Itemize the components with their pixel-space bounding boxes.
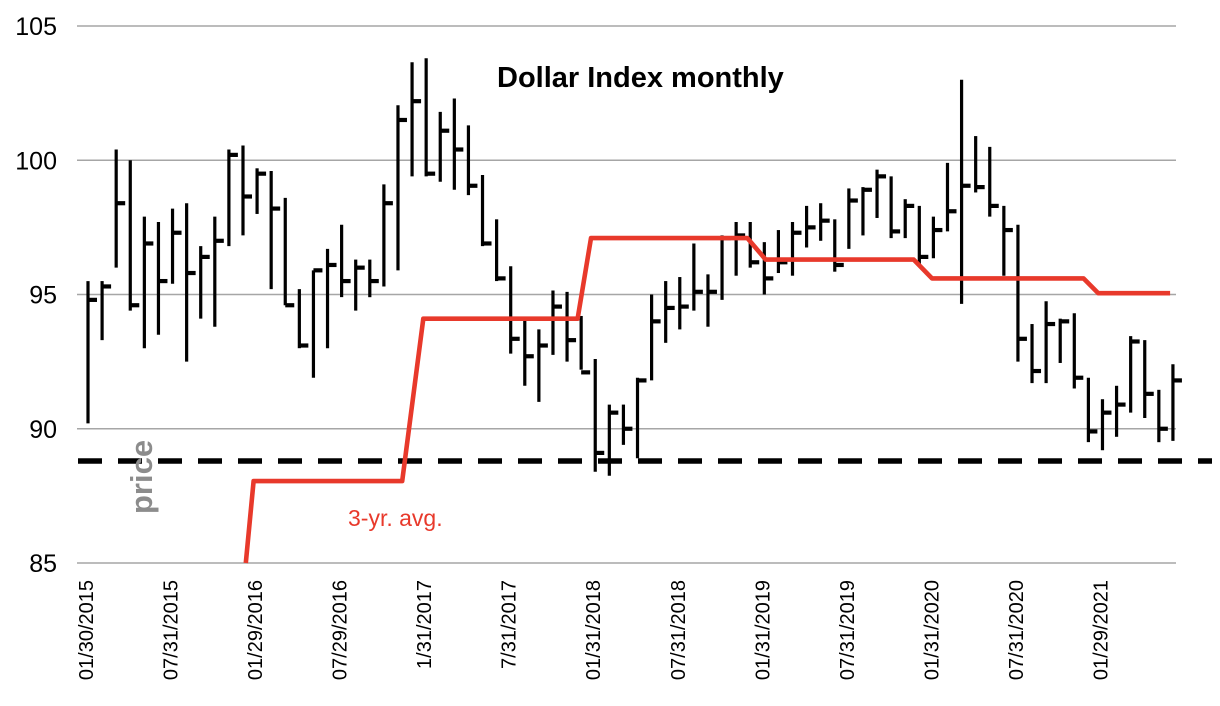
x-axis-label: 1/31/2017 [414, 580, 436, 669]
x-axis-label: 07/29/2016 [330, 580, 352, 680]
y-axis-label: 90 [29, 416, 57, 444]
x-axis-label: 01/31/2018 [583, 580, 605, 680]
x-axis-label: 01/31/2019 [752, 580, 774, 680]
y-axis-label: 95 [29, 282, 57, 310]
chart-title: Dollar Index monthly [497, 62, 784, 94]
x-axis-label: 07/31/2018 [668, 580, 690, 680]
x-axis-label: 01/30/2015 [76, 580, 98, 680]
x-axis-label: 7/31/2017 [499, 580, 521, 669]
price-axis-label: price [124, 439, 159, 514]
y-axis-label: 105 [15, 13, 57, 41]
avg-line-label: 3-yr. avg. [348, 505, 443, 531]
x-axis-label: 01/29/2021 [1090, 580, 1112, 680]
x-axis-label: 07/31/2020 [1006, 580, 1028, 680]
x-axis-label: 07/31/2019 [837, 580, 859, 680]
x-axis-label: 07/31/2015 [161, 580, 183, 680]
avg-line [243, 235, 1171, 564]
y-axis-label: 85 [29, 550, 57, 578]
x-axis-label: 01/31/2020 [921, 580, 943, 680]
x-axis-label: 01/29/2016 [245, 580, 267, 680]
y-axis-label: 100 [15, 147, 57, 175]
